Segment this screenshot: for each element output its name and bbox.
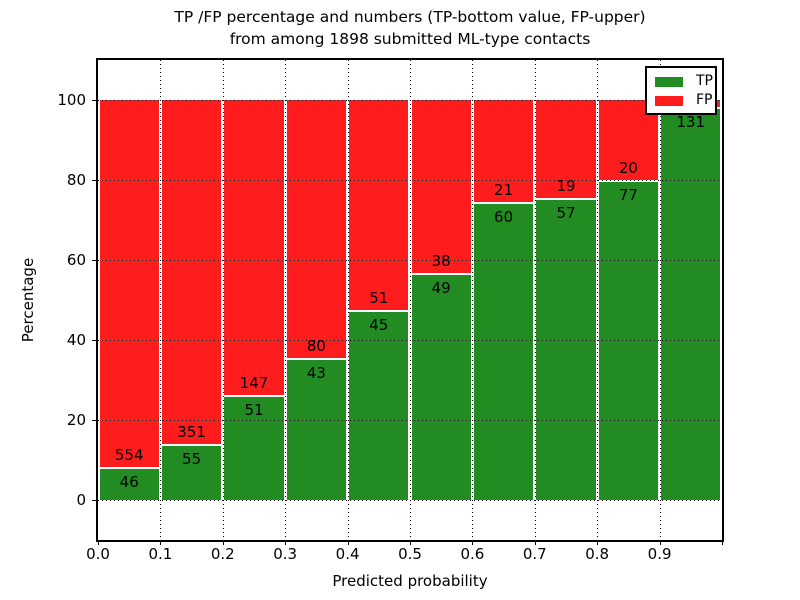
fp-count-label: 20 (618, 159, 638, 178)
legend: TP FP (645, 66, 717, 115)
y-tick-mark (92, 340, 98, 341)
x-tick-label: 0.4 (335, 545, 360, 563)
legend-item-fp: FP (647, 91, 715, 110)
x-tick-mark (410, 540, 411, 545)
tp-count-label: 46 (119, 473, 139, 492)
fp-count-label: 19 (556, 177, 576, 195)
fp-bar-segment (473, 100, 534, 204)
y-tick-label: 100 (57, 91, 86, 109)
x-tick-label: 0.9 (647, 545, 672, 563)
fp-bar-segment (536, 100, 596, 200)
vertical-gridline (160, 60, 162, 540)
y-tick-mark (92, 180, 98, 181)
fp-bar-segment (286, 100, 347, 360)
x-tick-mark (534, 540, 536, 545)
legend-item-tp: TP (647, 72, 715, 91)
tp-count-label: 45 (369, 316, 389, 335)
tp-bar-segment (661, 108, 721, 500)
tp-bar-segment (411, 274, 471, 500)
y-tick-label: 60 (66, 251, 86, 269)
tp-count-label: 77 (618, 186, 638, 205)
x-tick-mark (597, 540, 599, 545)
x-tick-label: 0.0 (86, 545, 110, 563)
chart-title-line2: from among 1898 submitted ML-type contac… (229, 30, 591, 48)
y-tick-mark (92, 420, 98, 421)
x-tick-label: 0.3 (273, 545, 298, 563)
x-tick-mark (285, 540, 287, 545)
tp-count-label: 43 (306, 364, 326, 382)
chart-title-line1: TP /FP percentage and numbers (TP-bottom… (174, 8, 646, 26)
y-axis-label: Percentage (19, 257, 37, 343)
tp-legend-label: TP (696, 73, 713, 89)
fp-count-label: 554 (114, 446, 144, 465)
x-tick-mark (472, 540, 474, 545)
chart-title: TP /FP percentage and numbers (TP-bottom… (98, 6, 722, 50)
y-tick-mark (92, 100, 98, 101)
vertical-gridline (597, 60, 599, 540)
tp-bar-segment (99, 469, 159, 500)
tp-count-label: 57 (556, 204, 576, 222)
x-tick-mark (222, 540, 224, 545)
x-tick-mark (347, 540, 349, 545)
tp-bar-segment (349, 312, 409, 500)
x-tick-label: 0.1 (148, 545, 173, 563)
fp-count-label: 21 (494, 180, 514, 199)
fp-count-label: 80 (306, 337, 326, 355)
fp-bar-segment (161, 100, 222, 446)
tp-count-label: 51 (244, 400, 264, 419)
fp-bar-segment (99, 100, 159, 470)
x-tick-mark (659, 540, 661, 545)
tp-bar-segment (598, 182, 659, 500)
fp-count-label: 351 (177, 423, 206, 441)
y-tick-label: 80 (66, 171, 86, 189)
y-tick-mark (92, 260, 98, 261)
x-tick-label: 0.6 (460, 545, 485, 563)
x-tick-mark (722, 540, 723, 545)
x-tick-label: 0.7 (522, 545, 547, 563)
x-tick-label: 0.2 (210, 545, 235, 563)
x-tick-mark (160, 540, 162, 545)
vertical-gridline (347, 60, 349, 540)
fp-bar-segment (411, 100, 471, 275)
vertical-gridline (534, 60, 536, 540)
vertical-gridline (472, 60, 474, 540)
tp-bar-segment (224, 396, 284, 500)
tp-bar-segment (536, 200, 596, 500)
fp-legend-label: FP (696, 92, 713, 108)
fp-legend-swatch (655, 95, 683, 106)
y-tick-label: 20 (66, 411, 86, 429)
tp-bar-segment (473, 203, 534, 500)
tp-count-label: 60 (494, 207, 514, 226)
x-tick-label: 0.5 (398, 545, 422, 563)
tp-bar-segment (161, 446, 222, 500)
fp-count-label: 147 (239, 373, 269, 392)
y-tick-mark (92, 500, 98, 501)
tp-count-label: 49 (431, 278, 451, 297)
vertical-gridline (410, 60, 411, 540)
x-axis-label: Predicted probability (332, 572, 488, 590)
x-tick-label: 0.8 (585, 545, 610, 563)
fp-bar-segment (224, 100, 284, 397)
y-tick-label: 40 (66, 331, 86, 349)
tp-bar-segment (286, 360, 347, 500)
plot-area: 554 46 351 55 147 51 80 43 51 45 38 49 21 60 19 57 20 77 1… (98, 60, 722, 540)
fp-bar-segment (349, 100, 409, 313)
tp-count-label: 131 (676, 112, 706, 131)
fp-count-label: 38 (431, 251, 451, 270)
y-tick-label: 0 (76, 491, 86, 509)
vertical-gridline (659, 60, 661, 540)
fp-count-label: 51 (369, 289, 389, 308)
vertical-gridline (222, 60, 224, 540)
vertical-gridline (285, 60, 287, 540)
x-tick-mark (98, 540, 99, 545)
tp-count-label: 55 (182, 450, 202, 468)
tp-legend-swatch (655, 76, 683, 87)
